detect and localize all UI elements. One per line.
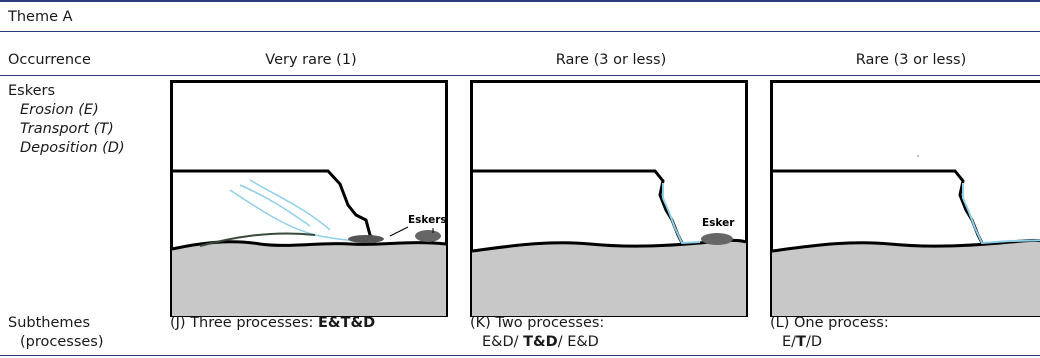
- ground-2: [472, 240, 746, 316]
- subtheme-j-prefix: (J) Three processes:: [170, 315, 319, 331]
- esker-diagram-3: [770, 80, 1040, 317]
- theme-rule: [0, 31, 1040, 32]
- subtheme-k-post: / E&D: [557, 334, 599, 350]
- subtheme-j: (J) Three processes: E&T&D: [170, 314, 375, 333]
- subtheme-j-processes: E&T&D: [318, 315, 376, 331]
- ground-3: [772, 240, 1040, 316]
- subtheme-l-pre: E/: [782, 334, 797, 350]
- meltwater-channel-2: [662, 183, 701, 245]
- column-header-3: Rare (3 or less): [855, 52, 967, 68]
- column-header-2: Rare (3 or less): [555, 52, 667, 68]
- bottom-rule: [0, 355, 1040, 356]
- glacier-margin-1: [172, 169, 378, 243]
- process-transport: Transport (T): [20, 121, 114, 137]
- process-deposition: Deposition (D): [20, 140, 125, 156]
- subtheme-k-processes: E&D/ T&D/ E&D: [482, 333, 599, 352]
- process-erosion: Erosion (E): [20, 102, 99, 118]
- subtheme-l-bold: T: [796, 334, 806, 350]
- subtheme-l-post: /D: [805, 334, 823, 350]
- esker-diagram-1: Eskers: [170, 80, 448, 317]
- esker-deposit-2: [701, 233, 733, 245]
- subtheme-l-processes: E/T/D: [782, 333, 822, 352]
- processes-label: (processes): [20, 334, 104, 350]
- subthemes-label: Subthemes: [8, 315, 90, 331]
- ground-1: [172, 241, 446, 316]
- subtheme-k-bold: T&D: [523, 334, 558, 350]
- subtheme-k-title: (K) Two processes:: [470, 315, 605, 331]
- top-rule: [0, 0, 1040, 2]
- panel-label-eskers: Eskers: [408, 214, 447, 226]
- theme-title: Theme A: [8, 9, 73, 25]
- esker-deposit-1a: [348, 235, 384, 243]
- header-rule: [0, 75, 1040, 76]
- esker-diagram-2: Esker: [470, 80, 748, 317]
- esker-deposit-1b: [415, 230, 441, 242]
- panel-label-esker: Esker: [702, 217, 735, 229]
- subtheme-l-title: (L) One process:: [770, 315, 889, 331]
- subtheme-k-pre: E&D/: [482, 334, 524, 350]
- meltwater-channel-3: [962, 183, 1040, 245]
- column-header-1: Very rare (1): [265, 52, 357, 68]
- occurrence-label: Occurrence: [8, 52, 91, 68]
- eskers-label: Eskers: [8, 83, 56, 99]
